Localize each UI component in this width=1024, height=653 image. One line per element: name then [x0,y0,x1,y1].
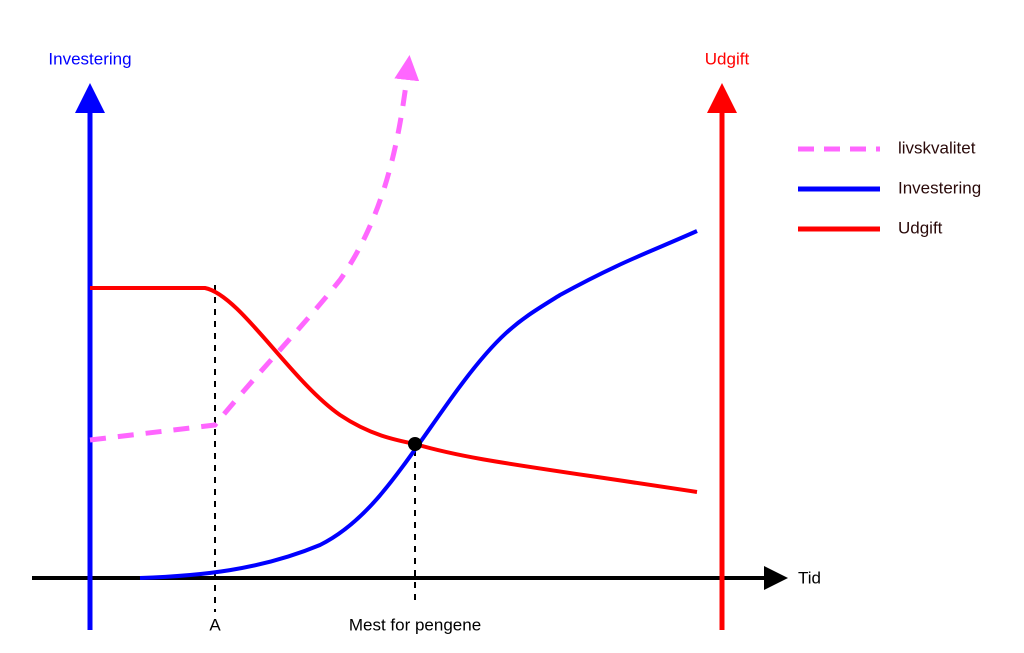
x-axis-label: Tid [798,568,821,587]
legend-label: Udgift [898,218,943,237]
legend-label: livskvalitet [898,138,976,157]
intersection-point [408,437,422,451]
left-axis-label: Investering [48,49,131,68]
legend-label: Investering [898,178,981,197]
right-axis-label: Udgift [705,49,750,68]
livskvalitet-curve [89,55,420,443]
investering-curve [139,229,698,580]
udgift-curve [90,286,698,494]
marker-label: Mest for pengene [349,615,481,634]
marker-label: A [209,615,221,634]
